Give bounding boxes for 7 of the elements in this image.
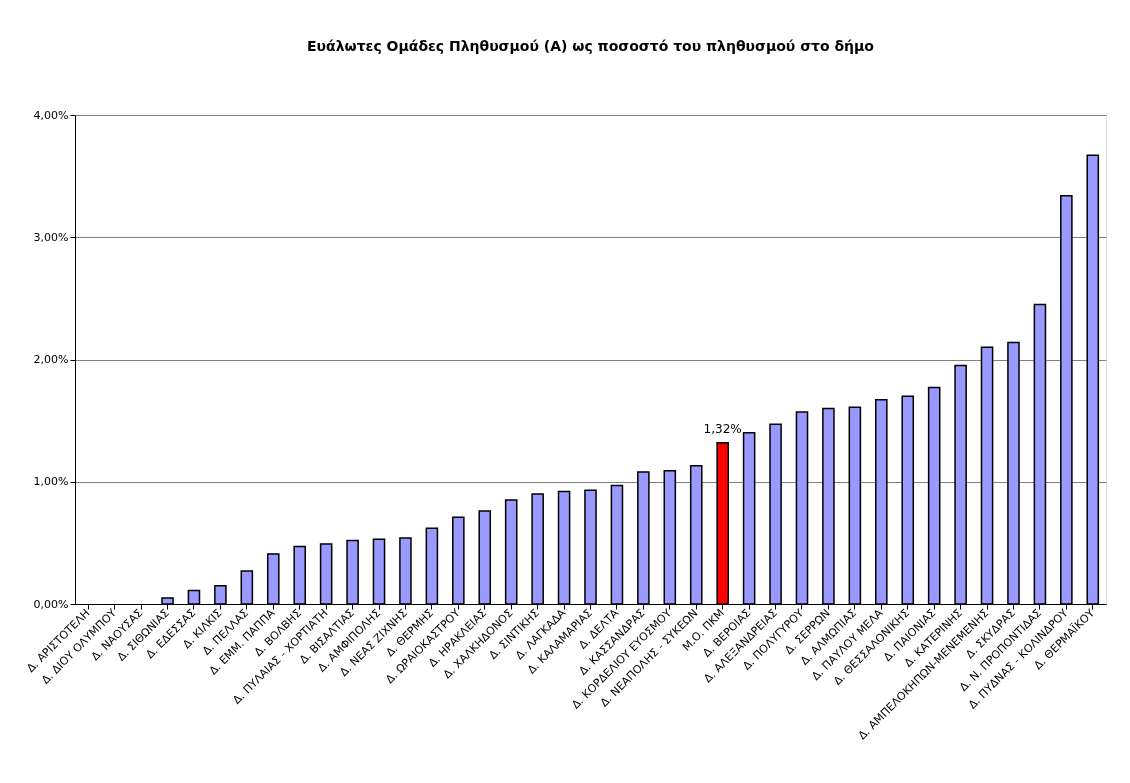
y-tick-label: 3,00% (33, 230, 69, 244)
chart-title: Ευάλωτες Ομάδες Πληθυσμού (Α) ως ποσοστό του πληθυσμού στο δήμο (307, 38, 875, 54)
y-tick-label: 4,00% (33, 108, 69, 122)
y-tick-label: 0,00% (33, 597, 69, 611)
y-tick-label: 2,00% (33, 353, 69, 366)
y-tick-label: 1,00% (33, 475, 69, 489)
data-label: 1,32% (703, 421, 742, 436)
